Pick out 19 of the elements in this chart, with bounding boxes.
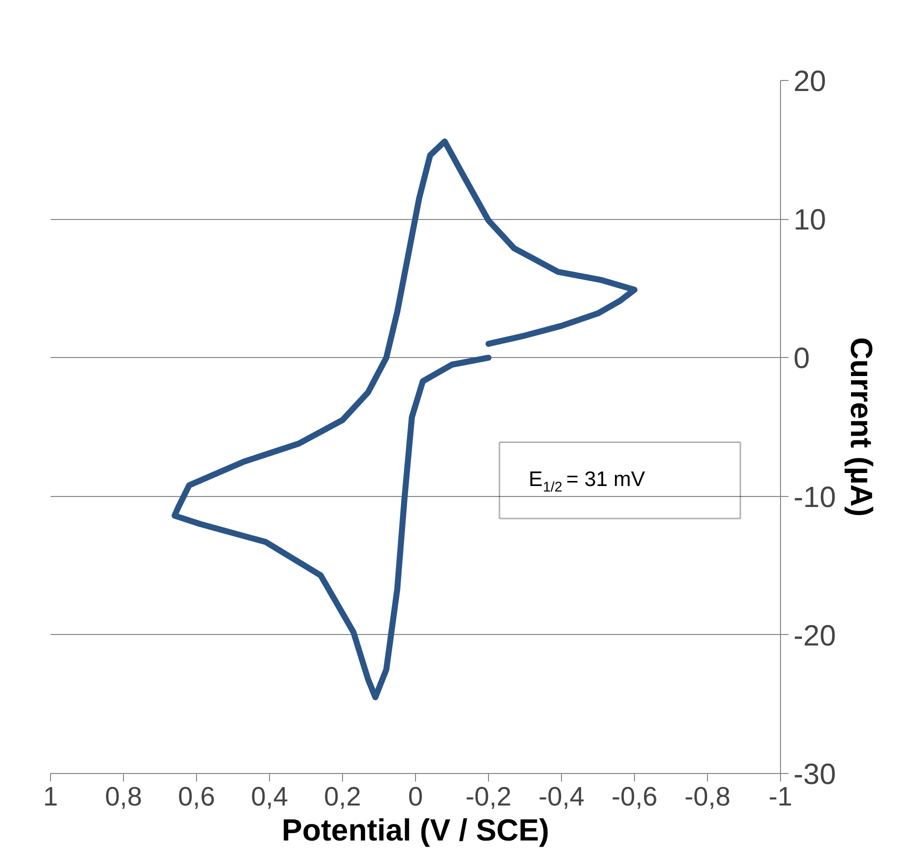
x-tick-label: -1 — [768, 782, 792, 812]
x-tick-label: -0,2 — [466, 782, 512, 812]
x-tick-label: 1 — [43, 782, 58, 812]
y-tick-label: 0 — [794, 342, 810, 376]
x-tick-label: 0,8 — [104, 782, 142, 812]
y-tick-label: -20 — [794, 619, 836, 652]
y-tick-label: 20 — [794, 65, 826, 98]
x-axis-title: Potential (V / SCE) — [282, 814, 550, 848]
x-tick-label: 0,2 — [324, 782, 362, 812]
x-tick-label: 0 — [408, 782, 423, 812]
x-tick-label: -0,4 — [538, 782, 585, 812]
y-tick-label: -10 — [794, 480, 836, 514]
x-tick-label: 0,4 — [250, 782, 288, 812]
x-tick-label: -0,6 — [612, 782, 658, 812]
y-axis-title: Current (µA) — [844, 337, 878, 517]
x-tick-label: 0,6 — [178, 782, 216, 812]
x-tick-label: -0,8 — [684, 782, 730, 812]
y-tick-label: 10 — [794, 204, 826, 237]
y-tick-label: -30 — [794, 758, 836, 791]
